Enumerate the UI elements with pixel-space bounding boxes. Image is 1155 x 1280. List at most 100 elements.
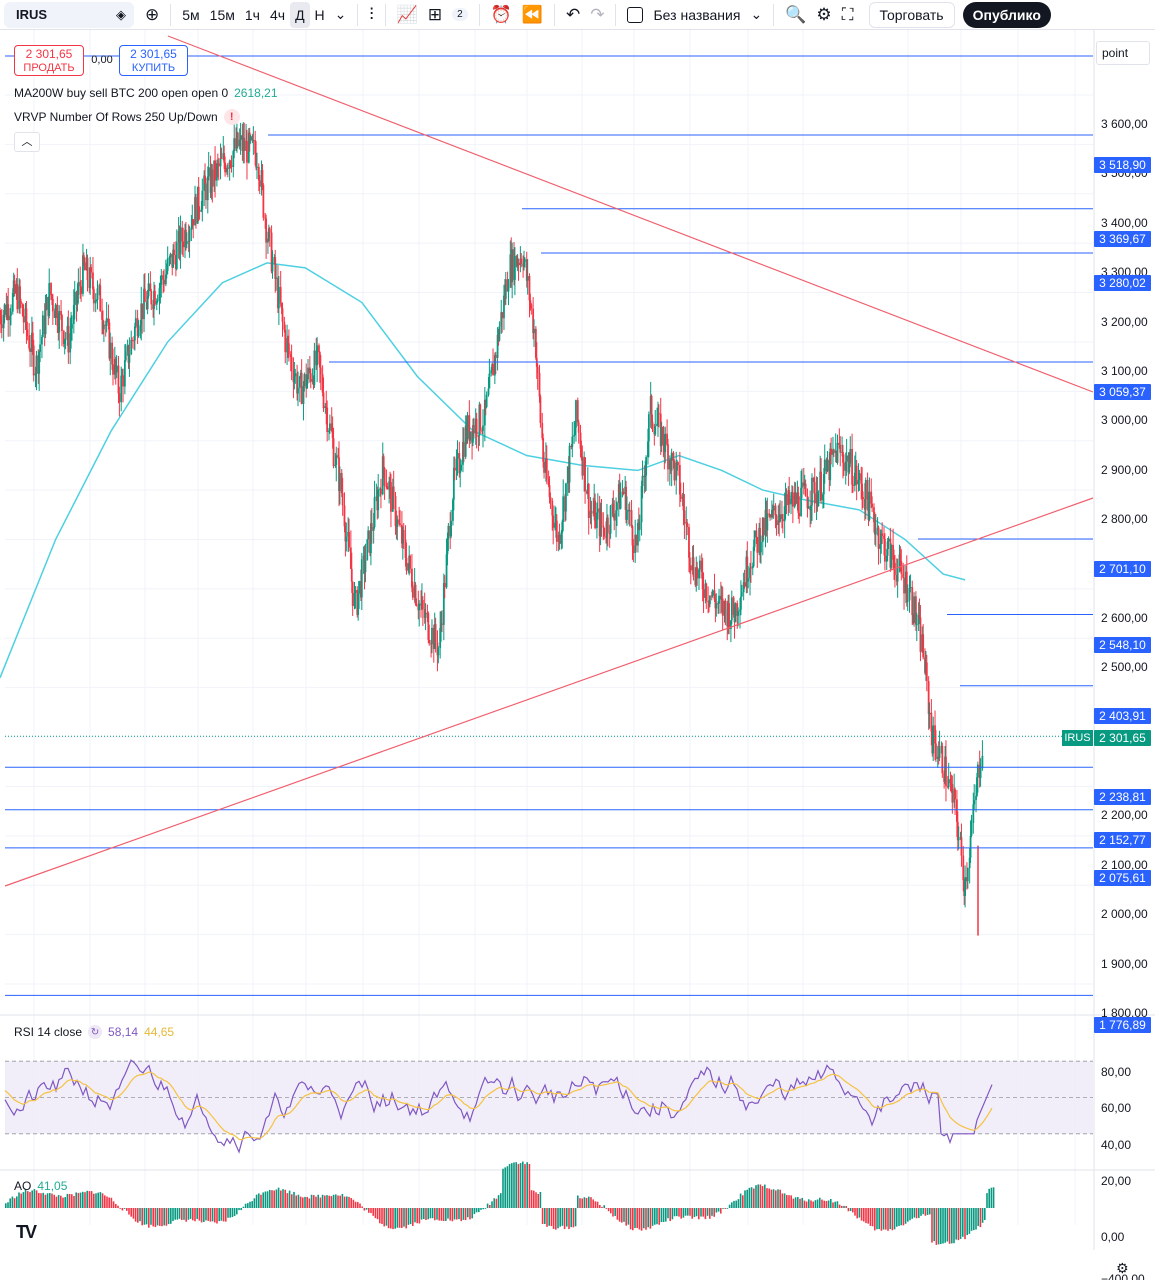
- ao-bar: [909, 1208, 911, 1221]
- ascending-trendline: [4, 497, 1094, 887]
- trade-button[interactable]: Торговать: [868, 1, 955, 28]
- scale-mode-button[interactable]: point: [1096, 41, 1150, 65]
- interval-dropdown[interactable]: ⌄: [330, 2, 352, 28]
- quick-search-button[interactable]: 🔍: [780, 2, 811, 28]
- ao-bar: [506, 1166, 509, 1208]
- candle-body: [662, 426, 665, 446]
- alert-button[interactable]: ⏰: [486, 2, 517, 28]
- add-symbol-button[interactable]: ⊕: [140, 2, 164, 28]
- replay-button[interactable]: ⏪: [517, 2, 548, 28]
- ao-bar: [390, 1208, 392, 1229]
- candle-body: [953, 789, 956, 803]
- interval-1h[interactable]: 1ч: [240, 2, 265, 28]
- candle-body: [666, 433, 668, 445]
- ao-axis-label: 0,00: [1101, 1230, 1125, 1244]
- candle-body: [842, 462, 845, 471]
- candle-body: [349, 547, 352, 569]
- candle-body: [243, 137, 246, 151]
- candle-body: [695, 567, 698, 585]
- candle-body: [395, 525, 398, 527]
- candle-body: [930, 712, 933, 732]
- ao-bar: [306, 1196, 308, 1208]
- interval-5m[interactable]: 5м: [177, 2, 204, 28]
- ao-bar: [310, 1194, 313, 1208]
- fullscreen-button[interactable]: ⛶: [837, 2, 859, 28]
- level-price-label: 2 238,81: [1094, 789, 1151, 806]
- candle-body: [626, 509, 628, 520]
- ao-legend[interactable]: AO 41,05: [14, 1179, 67, 1193]
- layout-name-button[interactable]: Без названия ⌄: [622, 2, 767, 28]
- candle-body: [147, 283, 150, 297]
- last-price-label: 2 301,65: [1094, 730, 1151, 746]
- ao-bar: [143, 1208, 146, 1225]
- candle-body: [48, 283, 51, 316]
- descending-trendline: [167, 35, 1094, 393]
- candle-body: [211, 169, 214, 187]
- candle-body: [165, 270, 168, 275]
- candle-body: [770, 509, 773, 518]
- ao-bar: [220, 1208, 223, 1221]
- interval-4h[interactable]: 4ч: [265, 2, 290, 28]
- candle-body: [606, 517, 609, 533]
- redo-button[interactable]: ↷: [585, 2, 609, 28]
- interval-day[interactable]: Д: [290, 1, 310, 28]
- symbol-search[interactable]: IRUS ◈: [4, 1, 134, 28]
- interval-15m[interactable]: 15м: [205, 2, 240, 28]
- candle-body: [137, 330, 140, 337]
- candle-body: [807, 506, 810, 509]
- ao-bar: [810, 1200, 812, 1208]
- buy-button[interactable]: 2 301,65 КУПИТЬ: [119, 45, 188, 76]
- ao-bar: [502, 1168, 504, 1208]
- watchlist-icon[interactable]: ◈: [116, 6, 126, 22]
- chart-canvas[interactable]: [0, 30, 1155, 1280]
- candle-body: [375, 496, 378, 498]
- layouts-count[interactable]: 2: [447, 2, 473, 28]
- candle-body: [9, 315, 11, 321]
- candle-body: [893, 559, 895, 563]
- candle-body: [260, 170, 263, 187]
- candle-body: [373, 497, 376, 528]
- candle-body: [235, 138, 237, 149]
- layouts-button[interactable]: ⊞: [423, 2, 447, 28]
- candle-body: [541, 422, 544, 438]
- axis-settings-gear-icon[interactable]: ⚙: [1116, 1260, 1129, 1276]
- candle-body: [121, 375, 124, 377]
- candle-body: [956, 821, 959, 841]
- tradingview-logo[interactable]: TV: [16, 1222, 37, 1242]
- warning-icon[interactable]: !: [223, 109, 240, 125]
- candle-body: [860, 473, 863, 484]
- candle-body: [360, 559, 363, 598]
- collapse-legend-button[interactable]: ︿: [14, 132, 40, 152]
- vrvp-legend[interactable]: VRVP Number Of Rows 250 Up/Down !: [14, 109, 240, 125]
- candle-body: [873, 507, 875, 523]
- candle-body: [201, 190, 204, 210]
- publish-button[interactable]: Опублико: [962, 1, 1051, 28]
- ao-bar: [13, 1198, 16, 1208]
- candle-body: [975, 795, 977, 801]
- candle-body: [400, 524, 403, 544]
- candle-body: [404, 539, 407, 558]
- candle-body: [802, 482, 805, 486]
- ao-bar: [673, 1208, 676, 1217]
- rsi-legend[interactable]: RSI 14 close ↻ 58,14 44,65: [14, 1025, 174, 1039]
- ma-legend[interactable]: MA200W buy sell BTC 200 open open 0 2618…: [14, 86, 278, 100]
- ao-bar: [750, 1187, 753, 1208]
- candle-body: [284, 329, 287, 353]
- interval-week[interactable]: Н: [310, 2, 330, 28]
- undo-button[interactable]: ↶: [561, 2, 585, 28]
- candle-body: [649, 395, 652, 415]
- candle-body: [245, 140, 247, 151]
- settings-button[interactable]: ⚙: [811, 2, 836, 28]
- candle-body: [899, 554, 902, 562]
- candle-body: [711, 590, 714, 596]
- candle-body: [733, 614, 736, 623]
- ao-bar: [797, 1197, 799, 1208]
- candle-body: [174, 254, 177, 269]
- ao-bar: [449, 1208, 451, 1221]
- indicators-button[interactable]: 📈: [392, 2, 423, 28]
- candle-body: [482, 425, 484, 431]
- sell-button[interactable]: 2 301,65 ПРОДАТЬ: [14, 45, 84, 76]
- chart-type-button[interactable]: ⫶: [364, 2, 378, 28]
- ao-bar: [121, 1208, 124, 1211]
- candle-body: [417, 605, 420, 611]
